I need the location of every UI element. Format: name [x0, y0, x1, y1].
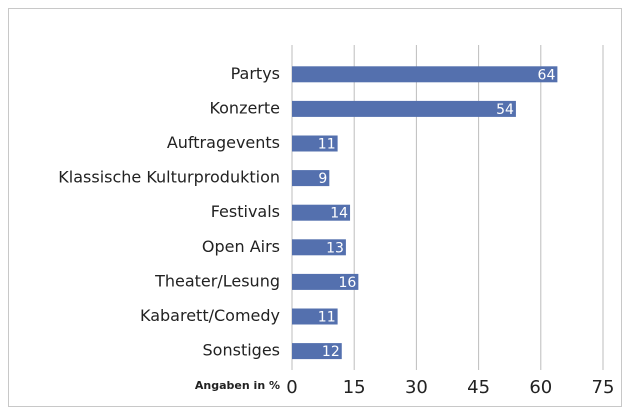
x-tick-label: 75 [592, 377, 615, 398]
data-label: 9 [318, 171, 327, 187]
x-tick-label: 15 [343, 377, 366, 398]
bar [292, 204, 351, 221]
data-label: 11 [318, 137, 336, 153]
bar [292, 135, 338, 152]
bar [292, 66, 558, 83]
bar [292, 273, 359, 290]
data-label: 14 [330, 206, 348, 222]
bar [292, 170, 330, 187]
x-axis-label: Angaben in % [195, 379, 280, 392]
y-tick-label: Festivals [211, 202, 280, 221]
data-label: 54 [496, 102, 514, 118]
x-tick-label: 60 [529, 377, 552, 398]
y-tick-label: Theater/Lesung [154, 271, 280, 290]
y-tick-label: Kabarett/Comedy [140, 306, 280, 325]
y-tick-label: Partys [231, 64, 280, 83]
y-tick-label: Klassische Kulturproduktion [58, 168, 280, 187]
bar [292, 308, 338, 325]
x-tick-label: 30 [405, 377, 428, 398]
data-label: 13 [326, 240, 344, 256]
bar [292, 343, 342, 360]
data-label: 16 [339, 275, 357, 291]
y-tick-label: Konzerte [209, 98, 280, 117]
x-tick-label: 0 [286, 377, 297, 398]
bar [292, 239, 346, 256]
x-tick-label: 45 [467, 377, 490, 398]
bar [292, 100, 516, 117]
y-tick-label: Auftragevents [167, 133, 280, 152]
data-label: 12 [322, 344, 340, 360]
y-tick-label: Sonstiges [203, 341, 280, 360]
y-tick-label: Open Airs [202, 237, 280, 256]
data-label: 11 [318, 310, 336, 326]
data-label: 64 [538, 67, 556, 83]
